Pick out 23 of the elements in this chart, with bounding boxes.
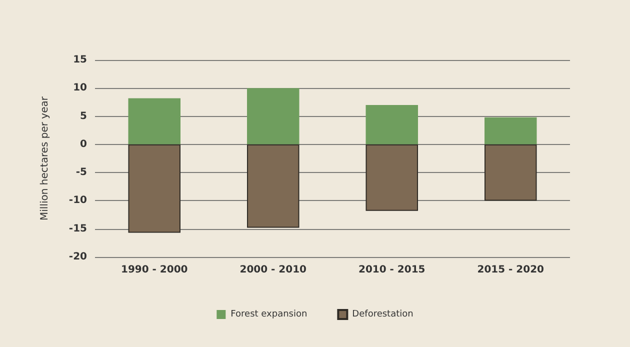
y-tick-label: -20	[68, 252, 88, 262]
bar	[247, 144, 300, 228]
y-tick-label: 15	[73, 54, 88, 66]
bar	[484, 117, 537, 144]
bar	[247, 88, 300, 144]
x-tick-label: 2000 - 2010	[240, 264, 307, 276]
y-tick-label: -10	[68, 195, 88, 206]
bar	[366, 144, 418, 211]
legend-label: Forest expansion	[230, 310, 308, 320]
y-tick-label: -15	[68, 223, 88, 234]
y-tick-label: 0	[80, 138, 88, 150]
bar	[128, 144, 180, 233]
x-tick-label: 2015 - 2020	[477, 264, 544, 276]
x-tick-label: 1990 - 2000	[120, 264, 188, 276]
bar	[366, 105, 418, 144]
y-axis-title: Million hectares per year	[40, 96, 50, 220]
legend-label: Deforestation	[352, 310, 414, 320]
x-tick-label: 2010 - 2015	[358, 264, 426, 276]
y-tick-label: 5	[80, 110, 88, 122]
bar	[128, 98, 180, 144]
y-tick-label: -5	[76, 167, 88, 178]
y-tick-label: 10	[73, 82, 88, 94]
bar	[484, 144, 537, 201]
